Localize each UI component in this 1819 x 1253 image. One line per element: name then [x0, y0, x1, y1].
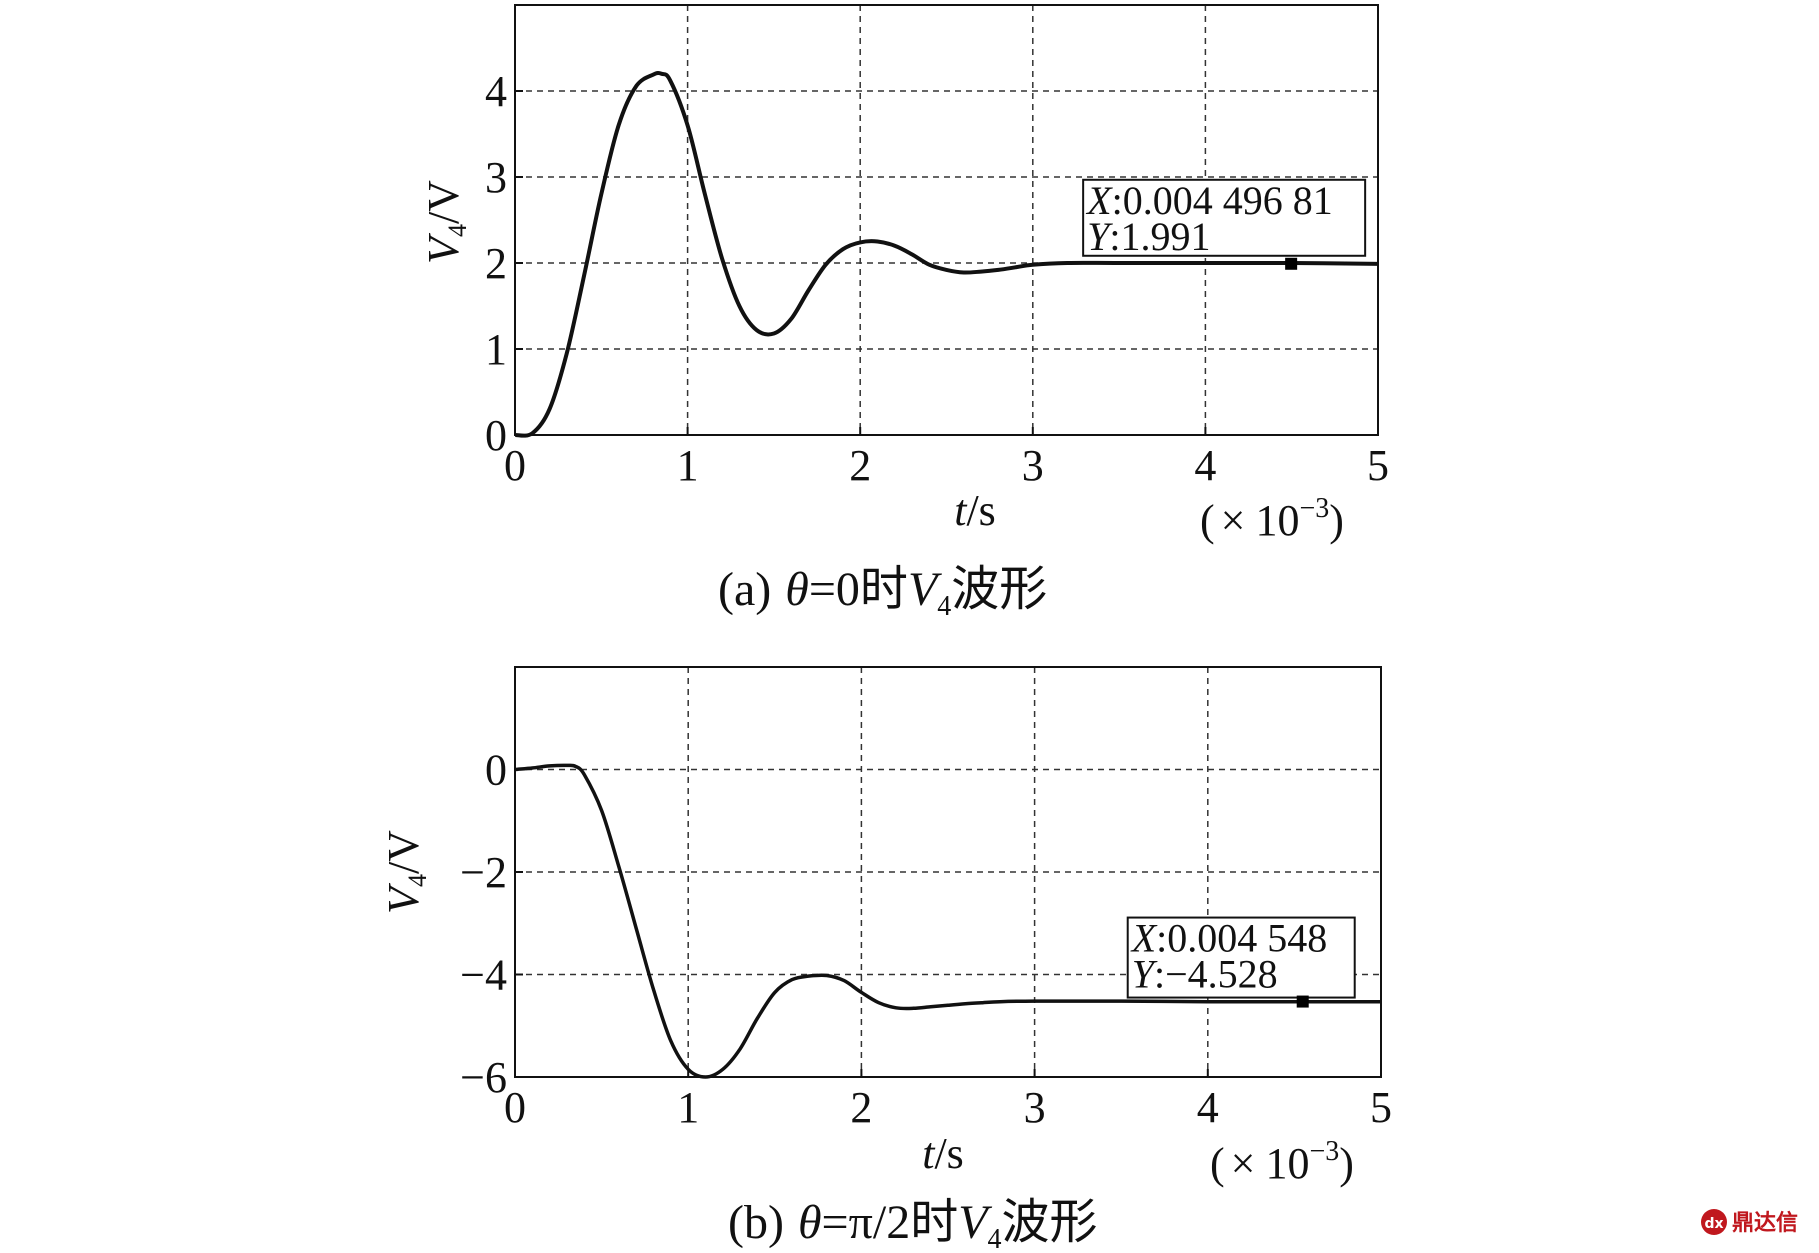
x-tick-label: 5 — [1367, 441, 1389, 490]
datatip-x-value: :0.004 496 81 — [1112, 178, 1333, 223]
datatip-marker — [1296, 995, 1309, 1008]
x-axis-multiplier: (× 10−3) — [1200, 493, 1344, 545]
x-tick-labels: 0 1 2 3 4 5 — [504, 1069, 1392, 1132]
x-tick-label: 1 — [677, 1083, 699, 1132]
x-tick-label: 2 — [849, 441, 871, 490]
x-axis-multiplier: (× 10−3) — [1210, 1136, 1354, 1188]
y-tick-label: −4 — [460, 951, 507, 1000]
datatip-y-key: Y — [1087, 214, 1113, 259]
watermark-logo-mark: dx — [1704, 1216, 1723, 1232]
panel-caption: (a) θ=0时V4波形 — [718, 563, 1047, 622]
datatip-y: Y:1.991 — [1087, 214, 1210, 259]
datatip-y: Y:−4.528 — [1132, 952, 1278, 997]
y-tick-label: −2 — [460, 848, 507, 897]
watermark-logo-icon — [1701, 1209, 1727, 1235]
datatip-x: X:0.004 548 — [1130, 916, 1328, 961]
datatip-box — [1126, 916, 1356, 999]
x-tick-label: 4 — [1197, 1083, 1219, 1132]
x-tick-label: 3 — [1024, 1083, 1046, 1132]
chart-panel-a: 0 1 2 3 4 0 1 2 3 4 5 X:0.004 496 81 Y:1.991 V4/V… — [419, 4, 1389, 622]
datatip-marker — [1285, 257, 1298, 270]
panel-caption: (b) θ=π/2时V4波形 — [728, 1196, 1098, 1253]
y-tick-label: 0 — [485, 746, 507, 795]
y-tick-labels: 0 1 2 3 4 — [485, 67, 523, 460]
datatip: X:0.004 496 81 Y:1.991 — [1082, 178, 1367, 270]
y-axis-label: V4/V — [379, 830, 432, 914]
series-line — [514, 71, 1379, 438]
datatip-y-key: Y — [1132, 952, 1158, 997]
x-tick-labels: 0 1 2 3 4 5 — [504, 427, 1389, 490]
x-tick-label: 2 — [850, 1083, 872, 1132]
datatip-box — [1082, 178, 1367, 257]
y-axis-label: V4/V — [419, 180, 472, 264]
y-tick-label: 0 — [485, 411, 507, 460]
x-tick-label: 0 — [504, 1083, 526, 1132]
datatip-x-value: :0.004 548 — [1156, 916, 1327, 961]
x-tick-label: 4 — [1194, 441, 1216, 490]
chart-panel-b: −6 −4 −2 0 0 1 2 3 4 5 X:0.004 548 Y:−4.528 V4/V… — [379, 666, 1392, 1253]
y-tick-label: 4 — [485, 67, 507, 116]
datatip-x: X:0.004 496 81 — [1085, 178, 1333, 223]
watermark: dx 鼎达信 — [1701, 1209, 1798, 1236]
series-line — [514, 763, 1381, 1079]
y-tick-label: 1 — [485, 325, 507, 374]
datatip-x-key: X — [1130, 916, 1158, 961]
x-tick-label: 1 — [677, 441, 699, 490]
datatip: X:0.004 548 Y:−4.528 — [1126, 916, 1356, 1008]
plot-frame — [514, 4, 1379, 436]
x-tick-label: 5 — [1370, 1083, 1392, 1132]
watermark-text: 鼎达信 — [1732, 1210, 1798, 1236]
x-tick-label: 0 — [504, 441, 526, 490]
x-axis-label: t/s — [922, 1129, 964, 1178]
datatip-y-value: :1.991 — [1109, 214, 1210, 259]
x-axis-label: t/s — [954, 486, 996, 535]
y-tick-label: 2 — [485, 239, 507, 288]
datatip-x-key: X — [1085, 178, 1113, 223]
datatip-y-value: :−4.528 — [1154, 952, 1278, 997]
x-tick-label: 3 — [1022, 441, 1044, 490]
y-tick-labels: −6 −4 −2 0 — [460, 746, 523, 1102]
y-tick-label: 3 — [485, 153, 507, 202]
grid-lines — [515, 667, 1381, 1077]
y-tick-label: −6 — [460, 1053, 507, 1102]
